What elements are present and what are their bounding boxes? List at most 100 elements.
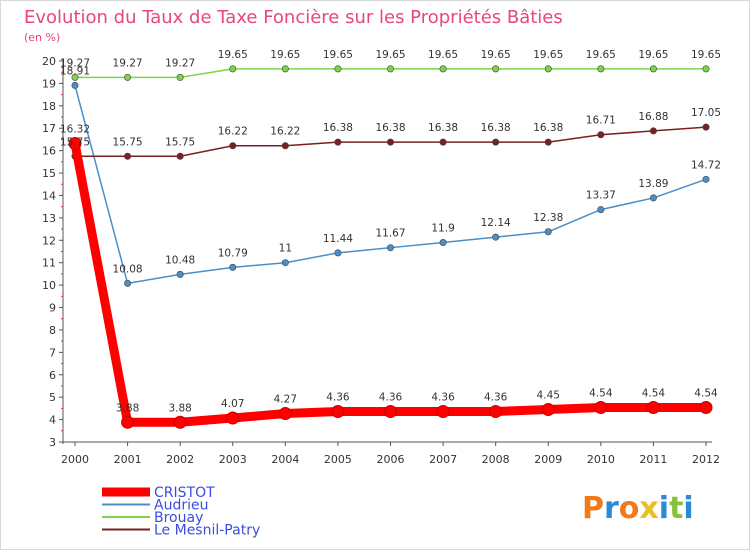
data-label-audrieu: 13.89 [638,178,668,190]
data-label-le-mesnil-patry: 16.22 [218,126,248,138]
data-label-audrieu: 13.37 [586,190,616,202]
data-label-cristot: 4.36 [484,392,508,404]
data-point-audrieu [334,249,342,257]
logo-letter: o [619,491,640,526]
data-point-cristot [68,136,82,150]
x-tick-label: 2007 [429,453,457,466]
legend-label-cristot: CRISTOT [154,485,215,501]
data-point-brouay [544,65,552,73]
data-label-le-mesnil-patry: 16.38 [533,122,563,134]
data-point-brouay [386,65,394,73]
x-tick-label: 2009 [534,453,562,466]
data-point-le-mesnil-patry [176,152,184,160]
data-label-le-mesnil-patry: 16.38 [481,122,511,134]
data-point-cristot [331,405,345,419]
data-point-le-mesnil-patry [124,152,132,160]
data-point-audrieu [229,263,237,271]
data-point-cristot [121,415,135,429]
data-label-le-mesnil-patry: 16.22 [270,126,300,138]
data-point-cristot [541,403,555,417]
data-label-cristot: 16.32 [60,123,90,135]
data-label-audrieu: 14.72 [691,159,721,171]
x-tick-label: 2003 [219,453,247,466]
data-point-le-mesnil-patry [597,131,605,139]
x-tick-label: 2012 [692,453,720,466]
data-point-le-mesnil-patry [492,138,500,146]
x-tick-label: 2011 [639,453,667,466]
data-point-audrieu [702,175,710,183]
data-label-le-mesnil-patry: 16.88 [638,111,668,123]
y-tick-label: 20 [42,55,56,68]
data-point-audrieu [71,81,79,89]
proxiti-logo: Proxiti [582,491,694,526]
data-point-brouay [439,65,447,73]
data-point-brouay [176,73,184,81]
y-tick-label: 19 [42,77,56,90]
data-label-cristot: 4.36 [379,392,403,404]
x-tick-label: 2001 [114,453,142,466]
data-point-audrieu [124,279,132,287]
y-tick-label: 10 [42,279,56,292]
data-point-brouay [281,65,289,73]
data-point-cristot [173,415,187,429]
y-tick-label: 4 [49,414,56,427]
x-tick-label: 2000 [61,453,89,466]
data-label-brouay: 19.27 [113,57,143,69]
data-point-audrieu [439,239,447,247]
logo-letter: t [669,491,683,526]
x-tick-label: 2005 [324,453,352,466]
data-label-le-mesnil-patry: 16.38 [428,122,458,134]
data-label-le-mesnil-patry: 17.05 [691,107,721,119]
data-label-cristot: 4.54 [694,387,718,399]
x-tick-label: 2010 [587,453,615,466]
data-label-cristot: 4.45 [537,390,560,402]
y-tick-label: 15 [42,167,56,180]
data-label-cristot: 4.54 [589,387,613,399]
data-label-le-mesnil-patry: 15.75 [113,136,143,148]
data-point-le-mesnil-patry [334,138,342,146]
series-layer [68,65,713,429]
logo-letter: i [683,491,693,526]
data-label-cristot: 3.88 [116,402,139,414]
chart-title: Evolution du Taux de Taxe Foncière sur l… [24,7,563,28]
data-point-audrieu [386,244,394,252]
data-label-le-mesnil-patry: 16.38 [323,122,353,134]
y-tick-label: 8 [49,324,56,337]
y-tick-label: 17 [42,122,56,135]
data-label-audrieu: 12.14 [481,217,511,229]
data-label-brouay: 19.65 [323,49,353,61]
data-label-audrieu: 18.91 [60,65,90,77]
logo-letter: x [639,491,658,526]
legend-label-audrieu: Audrieu [154,498,208,514]
y-tick-label: 14 [42,189,56,202]
data-label-audrieu: 11.44 [323,233,353,245]
data-label-audrieu: 10.79 [218,247,248,259]
data-point-le-mesnil-patry [386,138,394,146]
data-point-brouay [597,65,605,73]
data-point-le-mesnil-patry [544,138,552,146]
logo-letter: P [582,491,604,526]
data-label-brouay: 19.65 [218,49,248,61]
data-point-brouay [229,65,237,73]
data-label-cristot: 4.54 [642,387,666,399]
y-tick-label: 18 [42,100,56,113]
y-tick-label: 3 [49,436,56,449]
series-line-cristot [70,138,711,427]
data-point-cristot [226,411,240,425]
data-label-brouay: 19.65 [428,49,458,61]
x-tick-label: 2008 [482,453,510,466]
legend-label-brouay: Brouay [154,510,203,526]
data-label-audrieu: 11 [279,243,292,255]
data-label-brouay: 19.65 [481,49,511,61]
data-label-cristot: 4.36 [431,392,455,404]
x-tick-label: 2002 [166,453,194,466]
data-label-cristot: 4.07 [221,398,244,410]
data-point-audrieu [544,228,552,236]
data-label-cristot: 3.88 [168,402,191,414]
data-label-le-mesnil-patry: 15.75 [60,136,90,148]
data-label-audrieu: 11.9 [431,223,454,235]
data-point-cristot [699,400,713,414]
x-tick-label: 2004 [271,453,299,466]
unit-label: (en %) [24,31,60,44]
